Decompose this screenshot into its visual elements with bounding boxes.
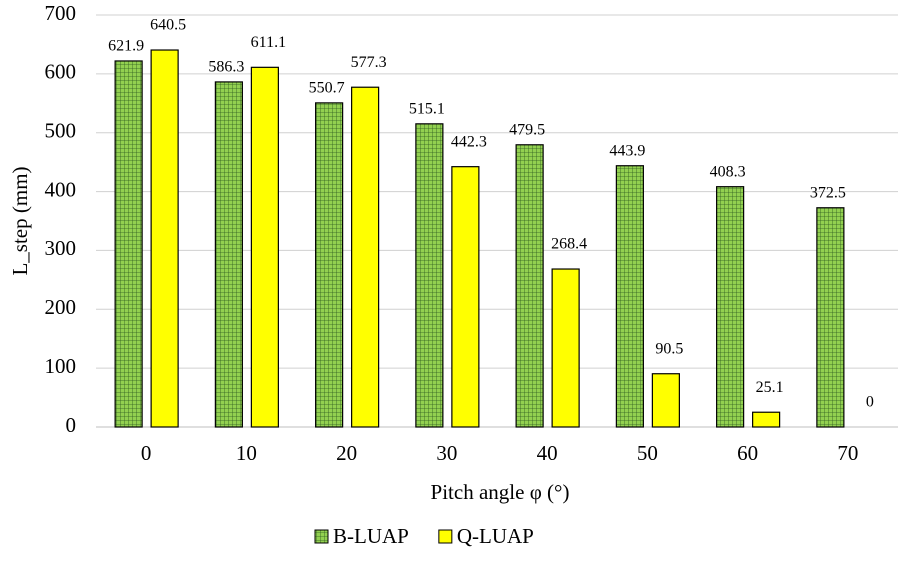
bar: [816, 207, 845, 428]
y-tick-label: 200: [45, 295, 77, 319]
data-label: 372.5: [810, 184, 846, 201]
data-label: 550.7: [309, 80, 345, 97]
x-axis-label: Pitch angle φ (°): [431, 480, 570, 504]
x-tick-label: 40: [537, 441, 558, 465]
data-label: 0: [866, 394, 874, 411]
legend-swatch: [314, 529, 329, 544]
bar: [415, 123, 444, 428]
data-label: 586.3: [208, 59, 244, 76]
data-label: 515.1: [409, 100, 445, 117]
bar: [214, 81, 243, 428]
data-label: 621.9: [108, 38, 144, 55]
bar: [752, 411, 781, 428]
x-tick-label: 50: [637, 441, 658, 465]
data-label: 577.3: [351, 54, 387, 71]
data-label: 479.5: [509, 121, 545, 138]
data-label: 90.5: [655, 340, 683, 357]
x-tick-label: 10: [236, 441, 257, 465]
data-label: 25.1: [756, 379, 784, 396]
bar: [615, 165, 644, 428]
bar: [150, 49, 179, 428]
bar: [351, 86, 380, 428]
y-tick-label: 100: [45, 354, 77, 378]
x-tick-label: 30: [436, 441, 457, 465]
data-label: 443.9: [609, 142, 645, 159]
bar: [250, 66, 279, 428]
y-tick-label: 300: [45, 236, 77, 260]
data-label: 442.3: [451, 133, 487, 150]
y-axis-label: L_step (mm): [8, 166, 32, 275]
legend-label: Q-LUAP: [457, 524, 534, 548]
bar: [515, 144, 544, 428]
bar: [315, 102, 344, 428]
y-tick-label: 700: [45, 1, 77, 25]
legend-swatch: [438, 529, 453, 544]
x-tick-label: 20: [336, 441, 357, 465]
data-label: 611.1: [251, 34, 286, 51]
x-tick-label: 60: [737, 441, 758, 465]
legend-label: B-LUAP: [333, 524, 409, 548]
x-tick-label: 0: [141, 441, 152, 465]
bar: [716, 186, 745, 428]
bar: [651, 373, 680, 428]
data-label: 408.3: [710, 163, 746, 180]
data-label: 268.4: [551, 236, 587, 253]
y-tick-label: 500: [45, 119, 77, 143]
data-label: 640.5: [150, 17, 186, 34]
y-tick-label: 600: [45, 60, 77, 84]
y-tick-label: 0: [66, 413, 77, 437]
bar: [451, 166, 480, 428]
bar: [114, 60, 143, 428]
bar: [551, 268, 580, 428]
x-tick-label: 70: [837, 441, 858, 465]
y-tick-label: 400: [45, 177, 77, 201]
